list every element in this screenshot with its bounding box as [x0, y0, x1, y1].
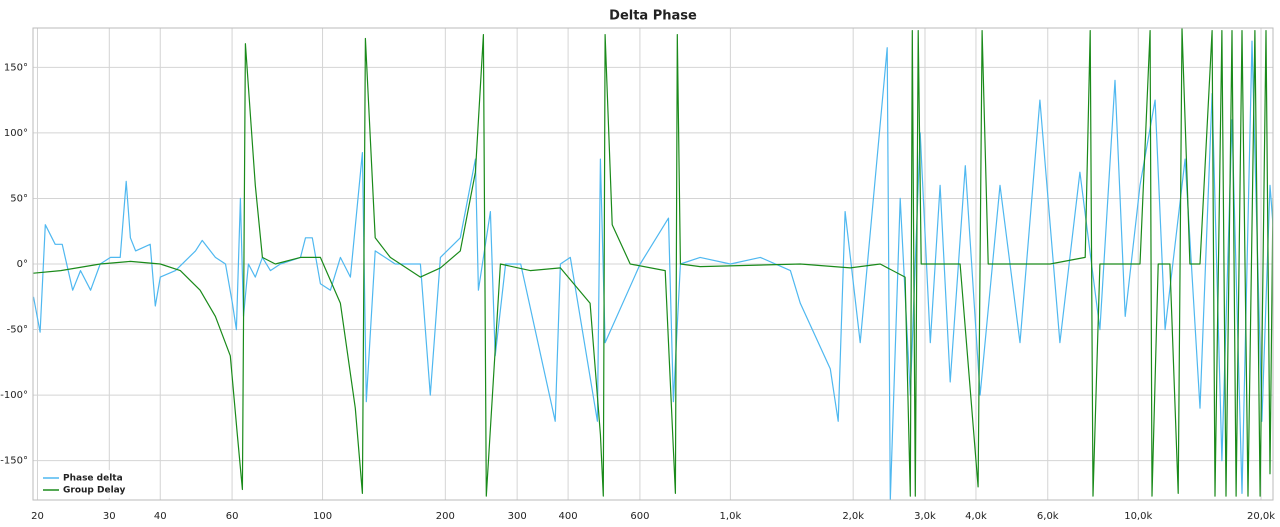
x-tick-label: 200 — [436, 511, 455, 522]
legend: Phase delta Group Delay — [39, 470, 125, 498]
x-tick-label: 100 — [313, 511, 332, 522]
series-line — [33, 28, 1273, 497]
x-tick-label: 600 — [630, 511, 649, 522]
y-tick-label: 100° — [4, 128, 28, 139]
x-tick-label: 400 — [559, 511, 578, 522]
plot-lines — [33, 28, 1273, 500]
x-tick-label: 20 — [31, 511, 44, 522]
series-line — [33, 40, 1273, 500]
x-tick-label: 2,0k — [842, 511, 864, 522]
x-tick-label: 6,0k — [1037, 511, 1059, 522]
y-tick-label: 0° — [17, 259, 28, 270]
y-tick-label: 150° — [4, 62, 28, 73]
x-tick-label: 3,0k — [914, 511, 936, 522]
x-tick-label: 300 — [508, 511, 527, 522]
x-tick-label: 4,0k — [965, 511, 987, 522]
legend-box — [39, 470, 119, 498]
y-tick-label: -50° — [7, 325, 28, 336]
x-tick-label: 40 — [154, 511, 167, 522]
x-tick-label: 20,0k — [1247, 511, 1275, 522]
x-tick-label: 60 — [226, 511, 239, 522]
chart-title: Delta Phase — [609, 9, 697, 24]
y-tick-label: -100° — [0, 390, 28, 401]
y-tick-label: 50° — [10, 193, 28, 204]
legend-label: Group Delay — [63, 486, 125, 496]
x-tick-label: 10,0k — [1124, 511, 1152, 522]
tick-labels: 20 30 40 60 100 200 300 400 600 1,0k 2,0k 3,0k 4,0k 6… — [0, 62, 1275, 522]
y-tick-label: -150° — [0, 456, 28, 467]
x-tick-label: 30 — [103, 511, 116, 522]
plot-frame — [32, 27, 1274, 501]
legend-label: Phase delta — [63, 474, 123, 484]
x-tick-label: 1,0k — [720, 511, 742, 522]
